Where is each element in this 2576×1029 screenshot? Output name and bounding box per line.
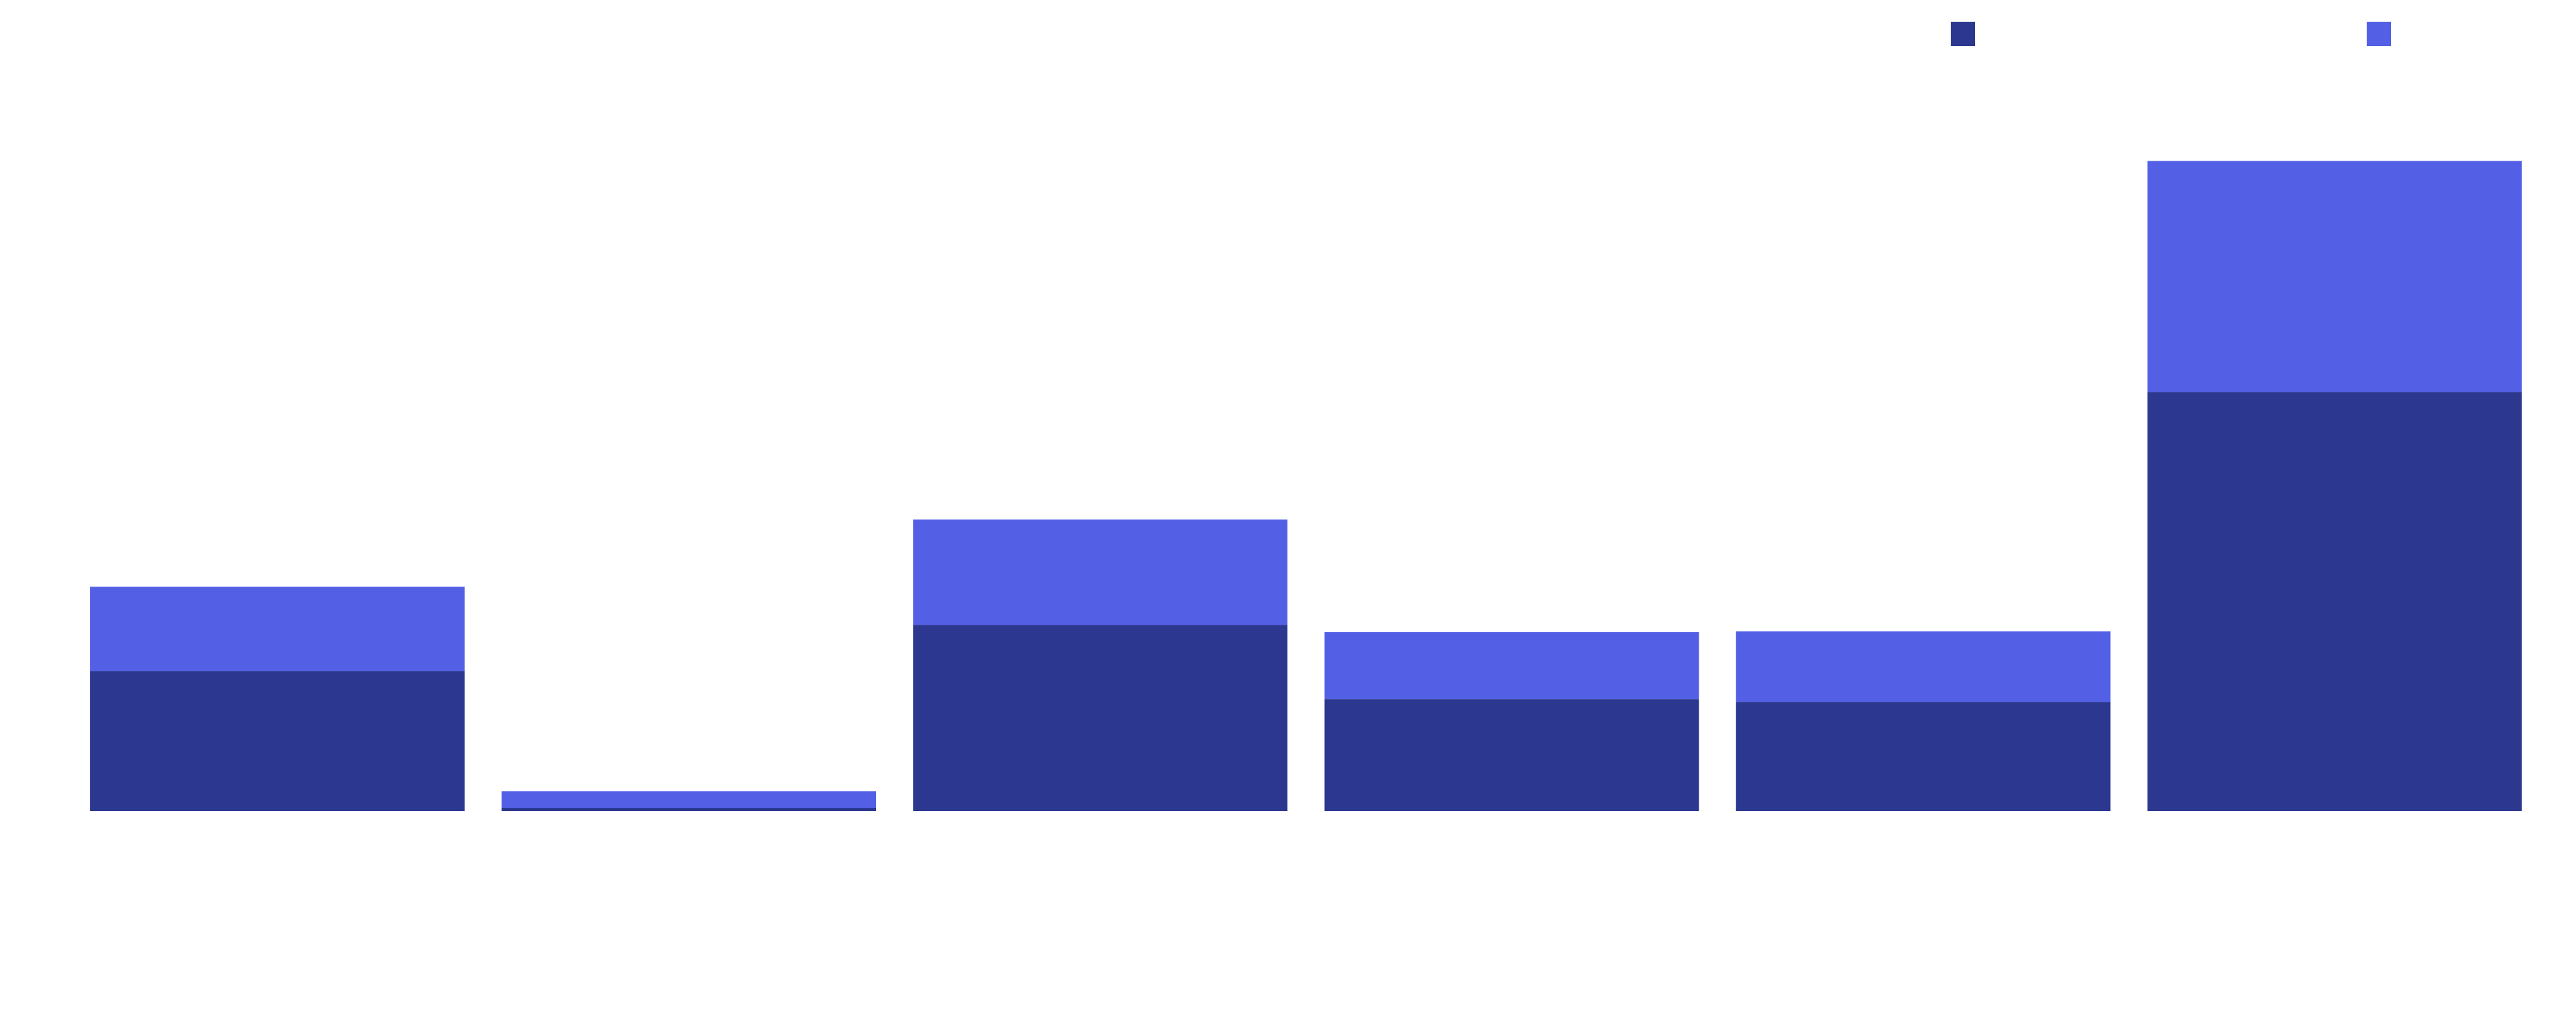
- bar-series1-cat1: [90, 671, 465, 811]
- bar-series2-cat6: [2147, 161, 2522, 392]
- legend-swatch-series1: [1951, 22, 1975, 46]
- legend-swatch-series2: [2367, 22, 2391, 46]
- bar-series1-cat5: [1736, 702, 2111, 811]
- bar-series1-cat4: [1324, 699, 1699, 811]
- bar-series2-cat3: [913, 519, 1288, 625]
- chart-bars: [90, 161, 2522, 811]
- bar-series2-cat2: [502, 791, 877, 808]
- chart-legend: [1951, 22, 2391, 46]
- bar-series2-cat5: [1736, 631, 2111, 702]
- bar-series1-cat6: [2147, 392, 2522, 811]
- bar-series2-cat4: [1324, 632, 1699, 699]
- bar-series2-cat1: [90, 587, 465, 672]
- bar-series1-cat3: [913, 625, 1288, 811]
- bar-series1-cat2: [502, 808, 877, 811]
